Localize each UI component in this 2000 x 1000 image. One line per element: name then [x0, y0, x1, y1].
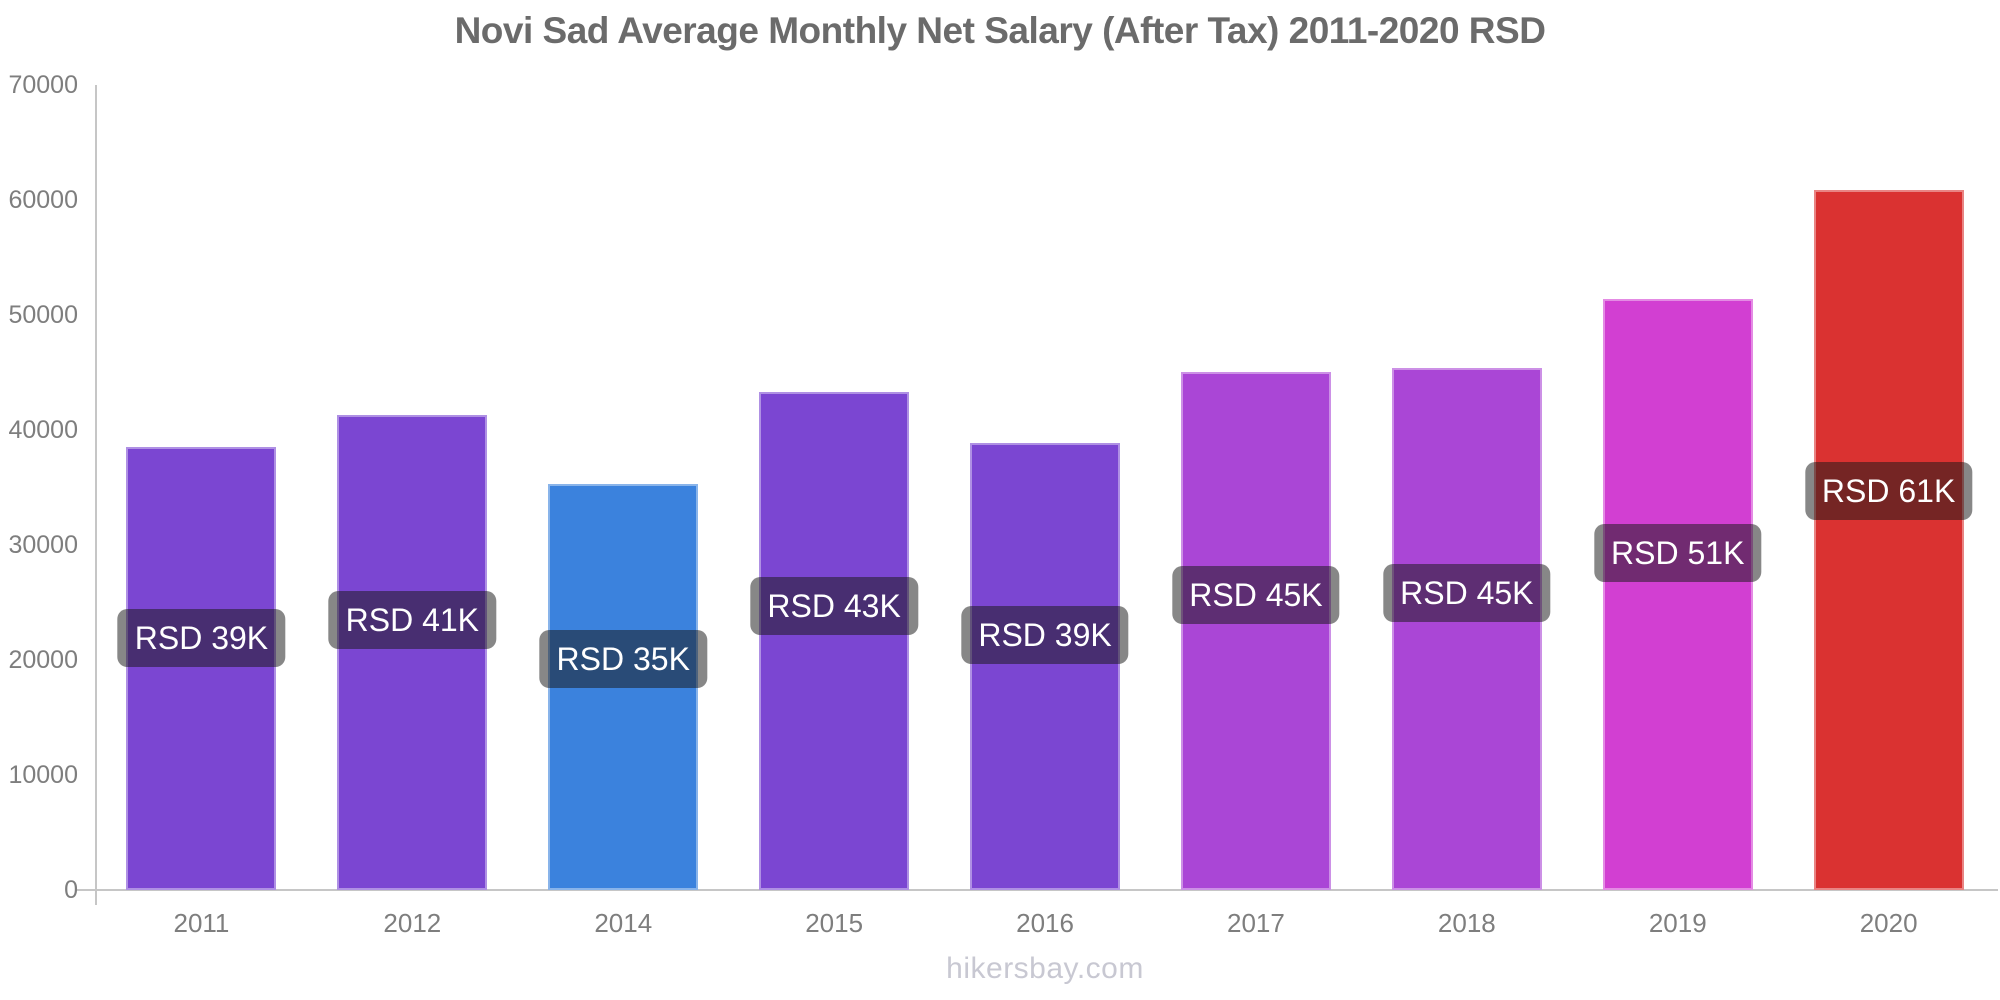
bar-slot-2014: RSD 35K 2014	[518, 0, 729, 1000]
x-axis-label-2011: 2011	[173, 908, 230, 938]
value-label-2016: RSD 39K	[961, 606, 1129, 665]
y-axis-tick-label-70000: 70000	[8, 71, 78, 99]
y-axis-tick-label-10000: 10000	[8, 761, 78, 789]
x-axis-label-2014: 2014	[594, 908, 653, 938]
watermark: hikersbay.com	[946, 952, 1144, 985]
x-axis-label-2012: 2012	[383, 908, 442, 938]
value-label-2020: RSD 61K	[1804, 462, 1973, 521]
y-axis-tick-label-40000: 40000	[8, 416, 78, 444]
bar-slot-2018: RSD 45K 2018	[1361, 0, 1572, 1000]
x-axis-label-2019: 2019	[1648, 908, 1707, 938]
bar-2012[interactable]: RSD 41K	[328, 415, 497, 890]
x-axis-label-2020: 2020	[1859, 908, 1918, 938]
bar-slot-2017: RSD 45K 2017	[1151, 0, 1362, 1000]
x-axis-label-2015: 2015	[805, 908, 864, 938]
bar-2015[interactable]: RSD 43K	[750, 392, 918, 890]
y-axis-line	[95, 85, 97, 905]
value-label-2011: RSD 39K	[117, 608, 286, 667]
value-label-2014: RSD 35K	[539, 629, 707, 688]
bar-slot-2020: RSD 61K 2020	[1783, 0, 1994, 1000]
value-label-2019: RSD 51K	[1594, 524, 1762, 583]
bar-2014[interactable]: RSD 35K	[539, 484, 707, 890]
bar-slot-2012: RSD 41K 2012	[307, 0, 518, 1000]
bar-2016[interactable]: RSD 39K	[961, 443, 1129, 890]
bar-2020[interactable]: RSD 61K	[1804, 190, 1973, 890]
x-axis-label-2018: 2018	[1437, 908, 1496, 938]
bar-2011[interactable]: RSD 39K	[117, 447, 286, 890]
y-axis-tick-label-60000: 60000	[8, 186, 78, 214]
y-axis-tick-label-20000: 20000	[8, 646, 78, 674]
value-label-2015: RSD 43K	[750, 577, 918, 636]
value-label-2012: RSD 41K	[328, 590, 497, 649]
x-axis-label-2016: 2016	[1016, 908, 1074, 938]
x-axis-label-2017: 2017	[1227, 908, 1285, 938]
chart-title: Novi Sad Average Monthly Net Salary (Aft…	[454, 10, 1546, 51]
value-label-2017: RSD 45K	[1172, 566, 1340, 625]
bar-slot-2011: RSD 39K 2011	[96, 0, 307, 1000]
bar-slot-2019: RSD 51K 2019	[1572, 0, 1783, 1000]
bar-slot-2015: RSD 43K 2015	[729, 0, 940, 1000]
y-axis-tick-label-50000: 50000	[8, 301, 78, 329]
bar-2018[interactable]: RSD 45K	[1383, 368, 1551, 890]
y-axis-tick-label-30000: 30000	[8, 531, 78, 559]
y-axis-tick-label-0: 0	[64, 876, 78, 904]
x-axis-line	[75, 889, 1998, 891]
bar-slot-2016: RSD 39K 2016	[940, 0, 1151, 1000]
value-label-2018: RSD 45K	[1383, 563, 1551, 622]
bar-2019[interactable]: RSD 51K	[1594, 299, 1762, 890]
bar-2017[interactable]: RSD 45K	[1172, 372, 1340, 890]
